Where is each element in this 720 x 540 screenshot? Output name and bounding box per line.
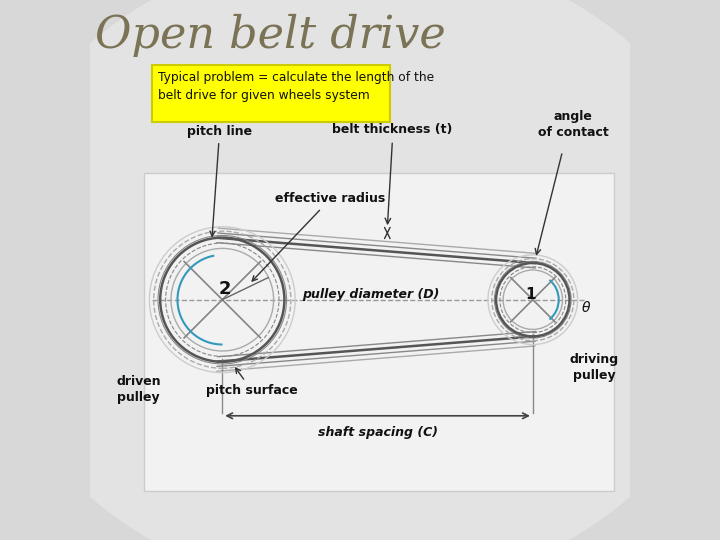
FancyBboxPatch shape [144,173,613,491]
Text: belt thickness (t): belt thickness (t) [332,123,453,136]
Text: pulley diameter (D): pulley diameter (D) [302,288,439,301]
Text: shaft spacing (C): shaft spacing (C) [318,426,438,438]
Text: 1: 1 [525,287,536,302]
Text: $\theta$: $\theta$ [582,300,592,315]
Text: driven
pulley: driven pulley [117,375,161,404]
Text: angle
of contact: angle of contact [538,110,608,139]
Text: Open belt drive: Open belt drive [95,14,446,57]
Text: pitch line: pitch line [187,125,252,236]
Text: 2: 2 [219,280,231,298]
Text: Typical problem = calculate the length of the
belt drive for given wheels system: Typical problem = calculate the length o… [158,71,433,102]
FancyBboxPatch shape [152,65,390,122]
Text: driving
pulley: driving pulley [570,353,618,382]
Text: effective radius: effective radius [252,192,385,281]
Text: pitch surface: pitch surface [206,368,298,397]
